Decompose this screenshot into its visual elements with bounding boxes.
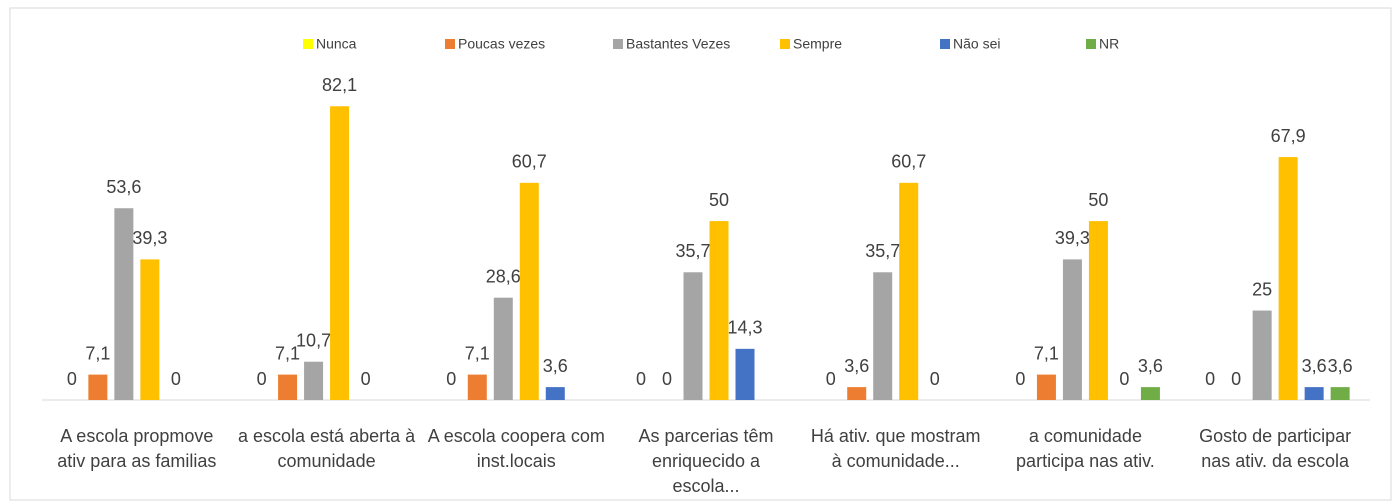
bar [847, 387, 867, 400]
legend-swatch [303, 39, 313, 49]
bar [114, 208, 134, 400]
bar [735, 348, 755, 400]
legend-swatch [780, 39, 790, 49]
data-label: 0 [361, 369, 371, 389]
bar [1140, 387, 1160, 400]
x-tick-label: A escola coopera com inst.locais [427, 426, 605, 471]
data-label: 0 [171, 369, 181, 389]
x-tick-label: a escola está aberta à comunidade [238, 426, 416, 471]
data-label: 35,7 [865, 241, 900, 261]
bar [330, 106, 350, 401]
bar [1304, 387, 1324, 400]
data-label: 53,6 [106, 177, 141, 197]
data-label: 39,3 [1055, 228, 1090, 248]
chart-border [9, 7, 1392, 501]
bar [899, 182, 919, 400]
legend-label: Sempre [793, 36, 842, 52]
bar [1036, 374, 1056, 400]
legend-item: Poucas vezes [445, 36, 545, 52]
legend-swatch [940, 39, 950, 49]
legend-label: Bastantes Vezes [626, 36, 730, 52]
legend-item: Nunca [303, 36, 357, 52]
data-label: 0 [1015, 369, 1025, 389]
legend-label: Poucas vezes [458, 36, 545, 52]
data-label: 0 [257, 369, 267, 389]
bar [545, 387, 565, 400]
bar [1330, 387, 1350, 400]
bar [1062, 259, 1082, 400]
data-label: 7,1 [465, 343, 490, 363]
bar [1088, 221, 1108, 400]
data-label: 28,6 [486, 266, 521, 286]
bar [683, 272, 703, 400]
data-label: 3,6 [1302, 356, 1327, 376]
data-label: 0 [930, 369, 940, 389]
data-label: 0 [1205, 369, 1215, 389]
data-label: 0 [636, 369, 646, 389]
data-label: 7,1 [275, 343, 300, 363]
legend-item: Sempre [780, 36, 842, 52]
bar [304, 361, 324, 400]
x-tick-label: a comunidade participa nas ativ. [1016, 426, 1155, 471]
data-label: 35,7 [675, 241, 710, 261]
data-label: 0 [1119, 369, 1129, 389]
data-label: 67,9 [1271, 126, 1306, 146]
bar [519, 182, 539, 400]
data-label: 7,1 [85, 343, 110, 363]
data-label: 0 [662, 369, 672, 389]
legend-swatch [1086, 39, 1096, 49]
data-label: 3,6 [844, 356, 869, 376]
legend-label: Nunca [316, 36, 357, 52]
data-label: 3,6 [543, 356, 568, 376]
bar [88, 374, 108, 400]
data-label: 0 [826, 369, 836, 389]
data-label: 7,1 [1034, 343, 1059, 363]
legend-label: Não sei [953, 36, 1000, 52]
bar [493, 297, 513, 400]
data-label: 0 [446, 369, 456, 389]
bar [1278, 157, 1298, 400]
bar [1252, 310, 1272, 400]
legend-label: NR [1099, 36, 1119, 52]
legend-item: Não sei [940, 36, 1000, 52]
data-label: 50 [1088, 190, 1108, 210]
bar [278, 374, 298, 400]
data-label: 0 [1231, 369, 1241, 389]
bar [709, 221, 729, 400]
data-label: 10,7 [296, 330, 331, 350]
data-label: 60,7 [512, 152, 547, 172]
legend-swatch [613, 39, 623, 49]
bar [467, 374, 487, 400]
data-label: 39,3 [132, 228, 167, 248]
legend-item: Bastantes Vezes [613, 36, 730, 52]
data-label: 60,7 [891, 152, 926, 172]
x-tick-label: Gosto de participar nas ativ. da escola [1199, 426, 1352, 471]
x-tick-label: As parcerias têm enriquecido a escola... [638, 426, 774, 496]
legend-swatch [445, 39, 455, 49]
x-tick-label: A escola propmove ativ para as familias [57, 426, 217, 471]
x-tick-label: Há ativ. que mostram à comunidade... [810, 426, 981, 471]
data-label: 3,6 [1138, 356, 1163, 376]
data-label: 50 [709, 190, 729, 210]
data-label: 25 [1252, 279, 1272, 299]
data-label: 0 [67, 369, 77, 389]
data-label: 3,6 [1328, 356, 1353, 376]
data-label: 14,3 [727, 318, 762, 338]
bar [140, 259, 160, 400]
data-label: 82,1 [322, 75, 357, 95]
legend-item: NR [1086, 36, 1119, 52]
bar [873, 272, 893, 400]
